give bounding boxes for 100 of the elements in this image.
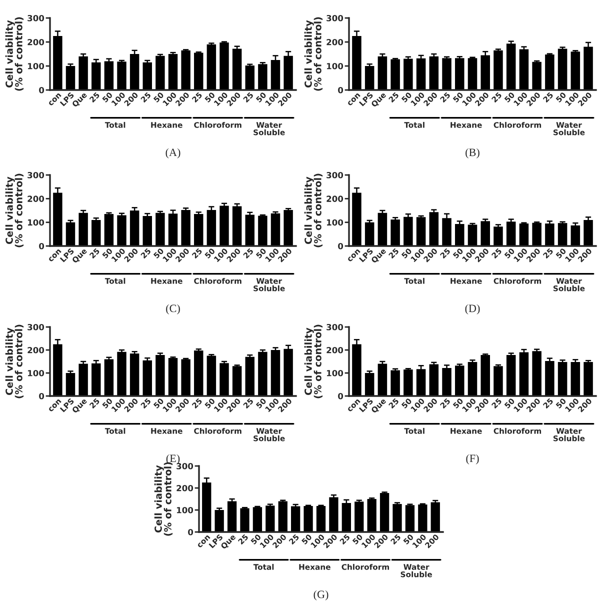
text: (D) — [465, 304, 480, 314]
bar — [181, 210, 190, 246]
bar — [584, 46, 593, 90]
bar — [519, 352, 529, 396]
y-tick-label: 300 — [28, 14, 44, 22]
bar — [53, 192, 62, 246]
text: (E) — [166, 454, 180, 464]
bar — [194, 350, 204, 396]
bar — [240, 508, 250, 532]
bar — [258, 216, 268, 246]
bar — [404, 216, 413, 246]
bar — [532, 351, 542, 396]
bar — [194, 52, 204, 90]
bar — [532, 222, 542, 246]
y-tick-label: 200 — [326, 196, 344, 202]
y-tick-label: 100 — [326, 62, 344, 70]
y-tick-label: 200 — [28, 346, 44, 354]
bar — [455, 224, 464, 246]
y-tick-label: 100 — [28, 62, 44, 70]
bar — [364, 222, 374, 246]
bar — [545, 224, 554, 246]
bar — [181, 359, 190, 396]
text: (G) — [314, 590, 328, 600]
y-tick-label: 300 — [28, 324, 44, 330]
bar — [66, 222, 76, 246]
y-tick-label: 0 — [338, 242, 344, 250]
bar — [92, 363, 101, 396]
y-tick-label: 0 — [39, 392, 44, 400]
bar — [142, 360, 152, 396]
y-tick-label: 300 — [326, 172, 344, 178]
y-tick-label: 0 — [338, 392, 344, 400]
bar — [117, 215, 126, 246]
bar — [352, 36, 362, 90]
bar — [104, 61, 114, 90]
bar — [142, 216, 152, 246]
bar — [304, 506, 313, 532]
bar — [168, 54, 178, 90]
bar — [194, 214, 204, 246]
bar — [418, 504, 428, 532]
y-tick-label: 100 — [28, 370, 44, 376]
bar — [378, 364, 388, 396]
bar — [416, 217, 426, 246]
bar — [316, 506, 326, 532]
bar — [494, 366, 503, 396]
y-tick-label: 0 — [188, 528, 194, 536]
bar — [168, 214, 178, 246]
bar — [181, 50, 190, 90]
y-tick-label: 0 — [338, 86, 344, 94]
bar — [364, 373, 374, 396]
bar — [53, 36, 62, 90]
bar — [378, 56, 388, 90]
bar — [104, 214, 114, 246]
bar — [468, 58, 478, 90]
y-tick-label: 300 — [326, 14, 344, 22]
bar — [258, 352, 268, 396]
bar — [352, 192, 362, 246]
bar — [53, 344, 62, 396]
y-tick-label: 100 — [326, 370, 344, 376]
y-tick-label: 0 — [39, 86, 44, 94]
bar — [168, 358, 178, 396]
bar — [284, 210, 293, 246]
bar — [252, 507, 262, 532]
y-tick-label: 200 — [326, 38, 344, 46]
y-axis-title: Cell viability (% of control) — [5, 324, 24, 398]
bar — [66, 66, 76, 90]
bar — [455, 366, 464, 396]
bar — [156, 212, 165, 246]
y-tick-label: 300 — [176, 462, 194, 470]
y-tick-label: 200 — [176, 484, 194, 492]
text: (F) — [466, 454, 479, 464]
bar — [220, 363, 229, 396]
bar — [227, 501, 237, 532]
bar — [284, 56, 293, 90]
y-axis-title: Cell viability (% of control) — [304, 324, 323, 398]
bar — [206, 44, 216, 90]
bar — [405, 505, 415, 532]
y-tick-label: 0 — [39, 242, 44, 250]
y-axis-title: Cell viability (% of control) — [5, 17, 24, 91]
y-axis-title: Cell viability (% of control) — [304, 17, 323, 91]
bar — [270, 60, 280, 90]
bar — [270, 213, 280, 246]
y-tick-label: 100 — [326, 219, 344, 226]
bar — [220, 42, 229, 90]
bar — [214, 510, 224, 532]
bar — [494, 50, 503, 90]
bar — [117, 62, 126, 90]
y-tick-label: 200 — [28, 196, 44, 202]
bar — [206, 210, 216, 246]
bar — [480, 55, 490, 90]
bar — [232, 48, 242, 90]
bar — [278, 501, 288, 532]
bar — [584, 362, 593, 396]
bar — [142, 62, 152, 90]
y-tick-label: 200 — [28, 38, 44, 46]
bar — [156, 355, 165, 396]
bar — [270, 350, 280, 396]
bar — [156, 56, 165, 90]
bar — [291, 506, 300, 532]
bar — [429, 56, 439, 90]
bar — [468, 362, 478, 396]
